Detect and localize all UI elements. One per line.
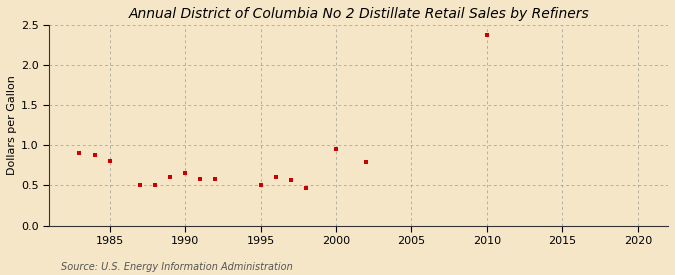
Point <box>195 177 206 181</box>
Point <box>134 183 145 188</box>
Point <box>270 175 281 180</box>
Point <box>300 186 311 190</box>
Title: Annual District of Columbia No 2 Distillate Retail Sales by Refiners: Annual District of Columbia No 2 Distill… <box>128 7 589 21</box>
Point <box>104 159 115 164</box>
Point <box>361 160 372 164</box>
Point <box>165 175 176 180</box>
Point <box>180 171 190 176</box>
Point <box>150 183 161 188</box>
Point <box>89 153 100 157</box>
Text: Source: U.S. Energy Information Administration: Source: U.S. Energy Information Administ… <box>61 262 292 272</box>
Point <box>331 146 342 151</box>
Point <box>286 178 296 182</box>
Y-axis label: Dollars per Gallon: Dollars per Gallon <box>7 75 17 175</box>
Point <box>481 33 492 37</box>
Point <box>255 183 266 188</box>
Point <box>74 150 85 155</box>
Point <box>210 177 221 181</box>
